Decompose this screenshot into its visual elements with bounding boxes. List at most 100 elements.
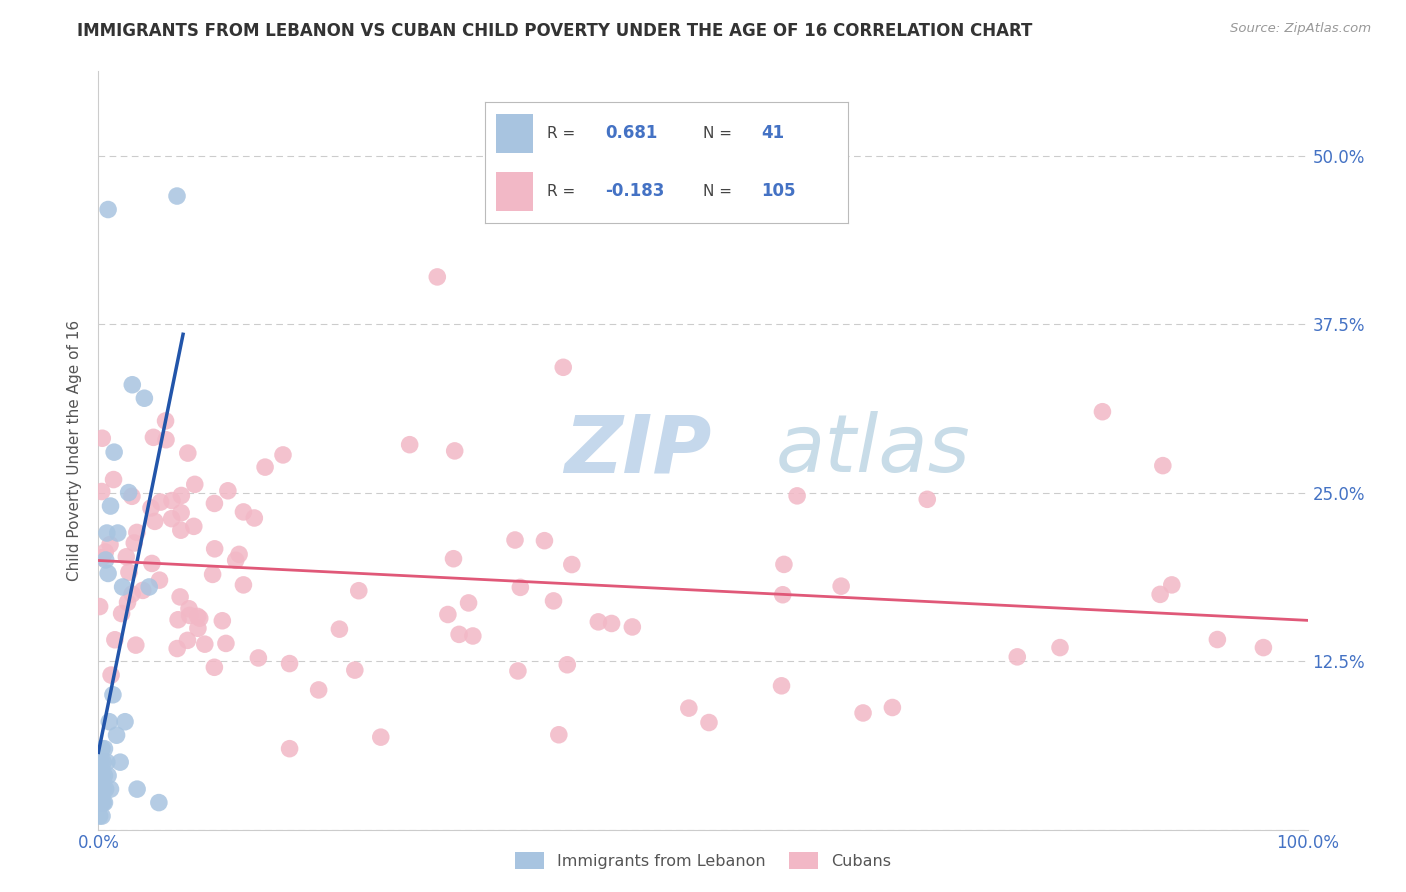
Point (443, 551, 465, 566)
Point (97, 566, 120, 581)
Point (101, 688, 124, 702)
Point (169, 590, 191, 604)
Point (89, 809, 111, 823)
Point (600, 616, 623, 631)
Point (91, 782, 114, 797)
Text: atlas: atlas (776, 411, 970, 490)
Point (139, 500, 162, 515)
Point (215, 636, 238, 650)
Point (188, 611, 211, 625)
Point (1253, 640, 1275, 655)
Point (1091, 405, 1114, 419)
Point (786, 489, 808, 503)
Point (370, 730, 392, 744)
Point (678, 701, 700, 715)
Point (98, 537, 121, 551)
Point (697, 715, 720, 730)
Point (118, 565, 141, 579)
Point (91, 796, 114, 810)
Point (1149, 587, 1171, 601)
Point (1007, 649, 1029, 664)
Point (96, 526, 118, 541)
Point (125, 638, 148, 652)
Point (243, 511, 266, 525)
Point (443, 443, 465, 458)
Point (97, 769, 120, 783)
Y-axis label: Child Poverty Under the Age of 16: Child Poverty Under the Age of 16 (67, 320, 83, 581)
Point (98, 714, 121, 729)
Point (100, 499, 122, 513)
Point (882, 700, 904, 714)
Point (91, 809, 114, 823)
Point (155, 433, 177, 447)
Point (107, 526, 129, 541)
Point (773, 558, 796, 572)
Point (176, 633, 198, 648)
Point (155, 414, 177, 428)
Point (170, 506, 193, 520)
Point (543, 594, 565, 608)
Point (114, 714, 136, 729)
Point (533, 533, 555, 548)
Point (503, 533, 526, 547)
Point (160, 493, 183, 508)
Point (621, 620, 644, 634)
Point (127, 782, 149, 797)
Point (328, 622, 350, 636)
Point (170, 488, 193, 502)
Point (138, 580, 160, 594)
Point (437, 607, 460, 622)
Point (561, 558, 583, 572)
Point (134, 391, 156, 405)
Point (94, 553, 117, 567)
Point (177, 601, 200, 615)
Point (194, 637, 217, 651)
Point (201, 567, 224, 582)
Point (204, 496, 226, 510)
Point (96, 755, 118, 769)
Point (91, 796, 114, 810)
Point (202, 660, 225, 674)
Point (278, 741, 301, 756)
Point (91, 431, 114, 445)
Point (111, 580, 134, 594)
Point (117, 595, 139, 609)
Point (89, 599, 111, 614)
Point (457, 596, 479, 610)
Legend: Immigrants from Lebanon, Cubans: Immigrants from Lebanon, Cubans (509, 846, 897, 875)
Text: Source: ZipAtlas.com: Source: ZipAtlas.com (1230, 22, 1371, 36)
Point (160, 511, 183, 525)
Point (204, 541, 226, 556)
Point (254, 460, 277, 475)
Point (547, 728, 569, 742)
Point (125, 525, 148, 540)
Point (100, 782, 122, 797)
Point (509, 580, 531, 594)
Point (177, 446, 200, 460)
Point (398, 438, 420, 452)
Point (588, 615, 610, 629)
Point (94, 782, 117, 797)
Point (115, 549, 138, 564)
Point (141, 557, 163, 571)
Point (90, 755, 112, 769)
Point (122, 536, 145, 550)
Point (166, 641, 188, 656)
Point (97, 202, 120, 217)
Point (93, 741, 115, 756)
Text: IMMIGRANTS FROM LEBANON VS CUBAN CHILD POVERTY UNDER THE AGE OF 16 CORRELATION C: IMMIGRANTS FROM LEBANON VS CUBAN CHILD P… (77, 22, 1032, 40)
Text: ZIP: ZIP (564, 411, 711, 490)
Point (103, 445, 125, 459)
Point (91, 741, 114, 756)
Point (104, 632, 127, 647)
Point (110, 607, 132, 621)
Point (187, 609, 209, 624)
Point (103, 473, 125, 487)
Point (187, 621, 209, 635)
Point (148, 573, 170, 587)
Point (183, 519, 205, 533)
Point (211, 614, 233, 628)
Point (166, 189, 188, 203)
Point (149, 495, 172, 509)
Point (143, 515, 166, 529)
